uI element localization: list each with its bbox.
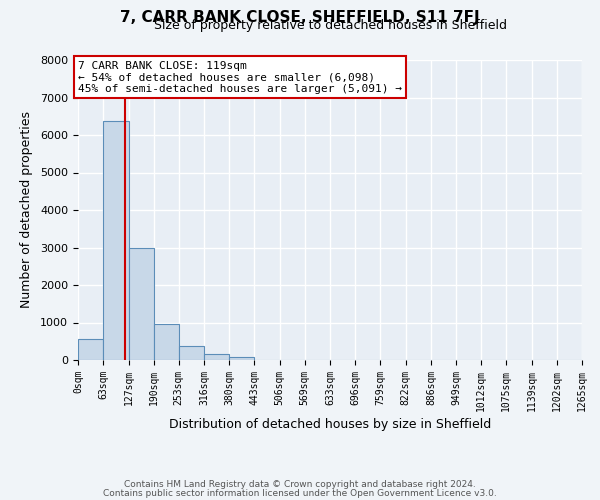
- Bar: [78, 339, 103, 360]
- X-axis label: Distribution of detached houses by size in Sheffield: Distribution of detached houses by size …: [169, 418, 491, 431]
- Text: Contains HM Land Registry data © Crown copyright and database right 2024.: Contains HM Land Registry data © Crown c…: [124, 480, 476, 489]
- Bar: [229, 357, 254, 360]
- Bar: [179, 346, 204, 360]
- Bar: [128, 248, 154, 360]
- Text: 7, CARR BANK CLOSE, SHEFFIELD, S11 7FJ: 7, CARR BANK CLOSE, SHEFFIELD, S11 7FJ: [120, 10, 480, 25]
- Bar: [103, 120, 128, 360]
- Bar: [204, 354, 229, 360]
- Title: Size of property relative to detached houses in Sheffield: Size of property relative to detached ho…: [154, 20, 506, 32]
- Bar: [154, 324, 179, 360]
- Text: Contains public sector information licensed under the Open Government Licence v3: Contains public sector information licen…: [103, 488, 497, 498]
- Text: 7 CARR BANK CLOSE: 119sqm
← 54% of detached houses are smaller (6,098)
45% of se: 7 CARR BANK CLOSE: 119sqm ← 54% of detac…: [78, 60, 402, 94]
- Y-axis label: Number of detached properties: Number of detached properties: [20, 112, 33, 308]
